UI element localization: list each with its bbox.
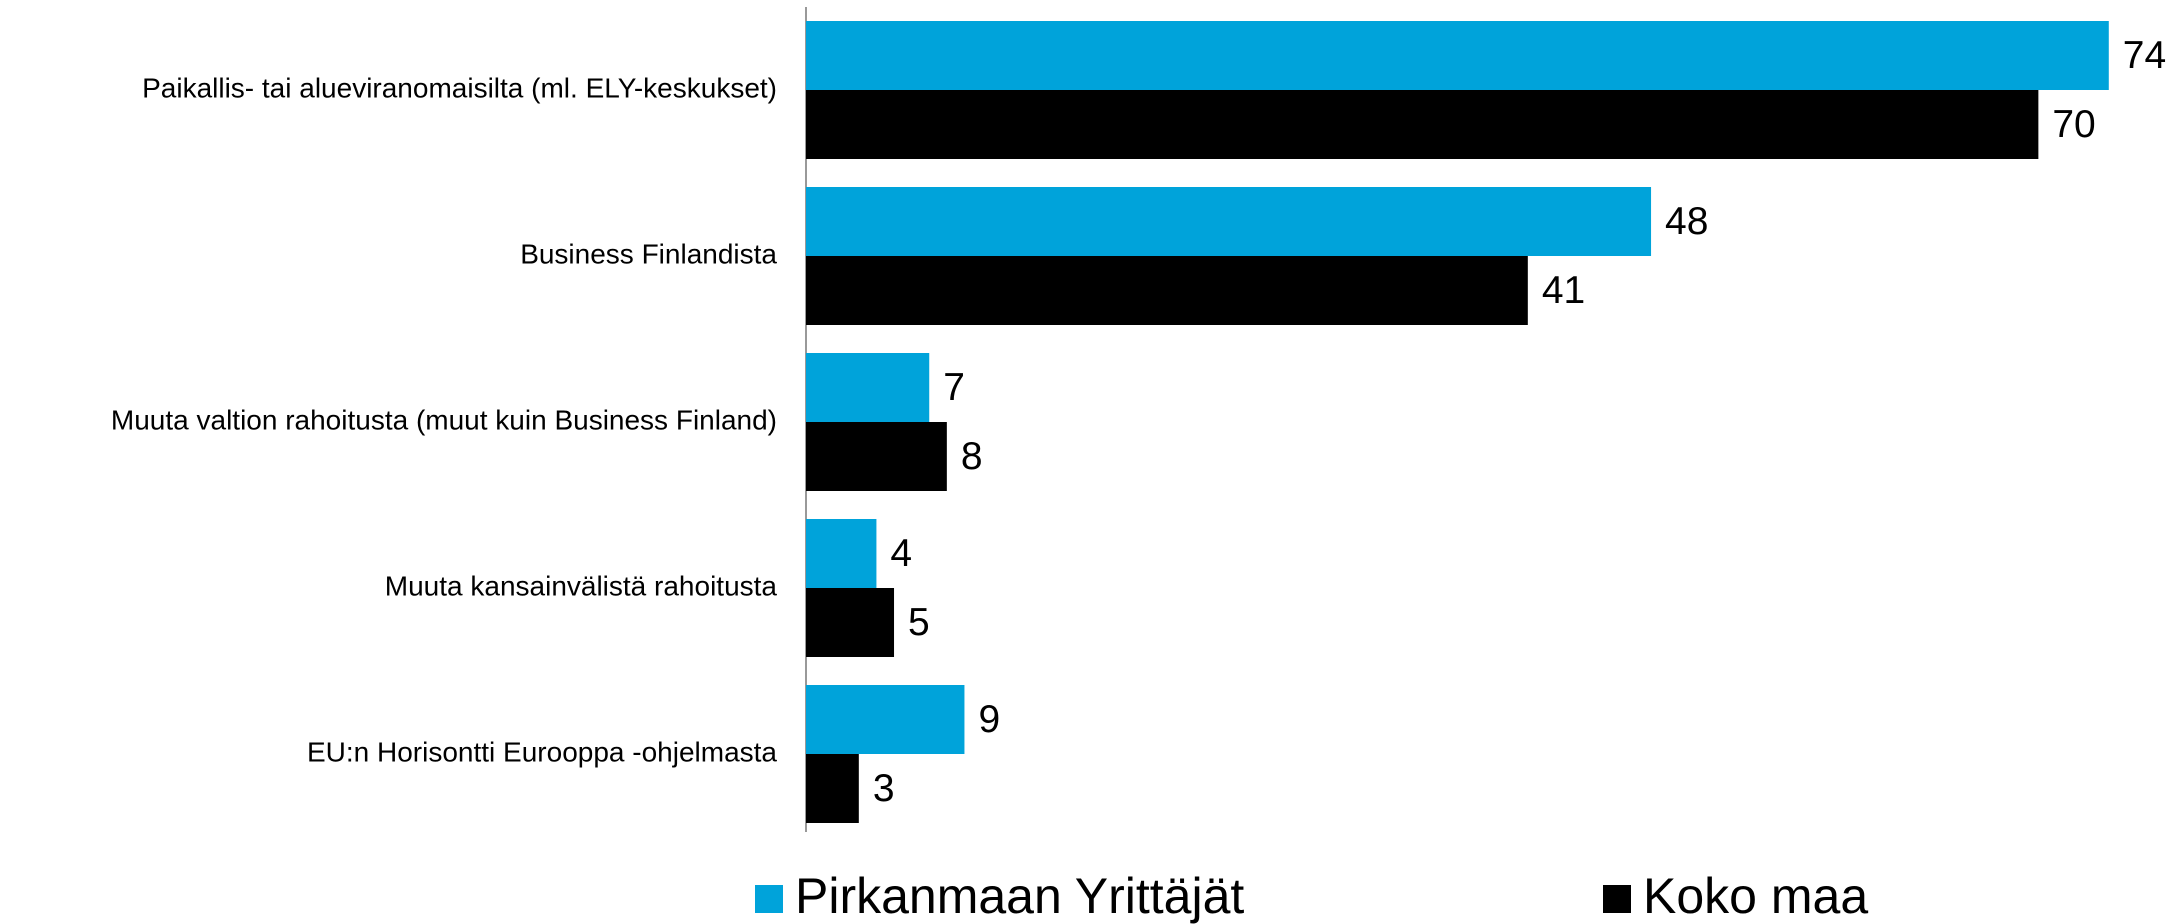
value-label: 4 xyxy=(890,532,912,575)
value-label: 41 xyxy=(1542,269,1585,312)
category-label: Business Finlandista xyxy=(520,238,777,269)
value-label: 7 xyxy=(943,366,965,409)
category-label: Muuta valtion rahoitusta (muut kuin Busi… xyxy=(111,404,777,435)
value-label: 8 xyxy=(961,435,983,478)
legend-label: Koko maa xyxy=(1643,868,1868,924)
bar xyxy=(806,187,1652,256)
bar xyxy=(806,519,877,588)
value-label: 48 xyxy=(1665,200,1708,243)
value-label: 74 xyxy=(2123,34,2166,77)
category-label: Muuta kansainvälistä rahoitusta xyxy=(385,570,778,601)
bar xyxy=(806,754,859,823)
bar xyxy=(806,685,965,754)
bar xyxy=(806,353,930,422)
bar xyxy=(806,422,947,491)
value-label: 5 xyxy=(908,601,930,644)
value-label: 3 xyxy=(873,767,895,810)
category-label: EU:n Horisontti Eurooppa -ohjelmasta xyxy=(307,736,777,767)
legend-swatch xyxy=(755,885,783,913)
bar xyxy=(806,588,895,657)
bar xyxy=(806,21,2109,90)
bar xyxy=(806,256,1528,325)
legend-label: Pirkanmaan Yrittäjät xyxy=(795,868,1244,924)
value-label: 70 xyxy=(2052,103,2095,146)
bar xyxy=(806,90,2039,159)
legend-swatch xyxy=(1603,885,1631,913)
category-label: Paikallis- tai alueviranomaisilta (ml. E… xyxy=(142,72,777,103)
value-label: 9 xyxy=(978,698,1000,741)
